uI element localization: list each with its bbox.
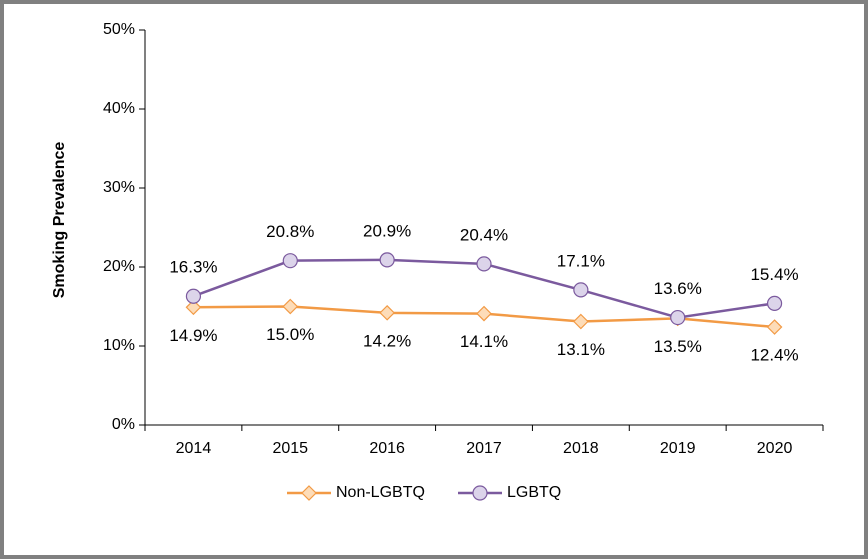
data-label: 20.4%: [460, 225, 508, 244]
y-tick-label: 10%: [103, 337, 135, 354]
data-label: 13.5%: [654, 337, 702, 356]
data-label: 20.8%: [266, 222, 314, 241]
data-label: 14.1%: [460, 332, 508, 351]
y-tick-label: 20%: [103, 258, 135, 275]
legend-marker: [301, 485, 317, 501]
legend-label: Non-LGBTQ: [336, 484, 425, 501]
x-tick-label: 2018: [563, 440, 599, 457]
marker: [282, 298, 299, 315]
data-label: 14.9%: [169, 326, 217, 345]
marker: [573, 282, 589, 298]
data-label: 17.1%: [557, 251, 605, 270]
data-label: 13.1%: [557, 340, 605, 359]
marker: [670, 309, 686, 326]
data-label: 13.6%: [654, 279, 702, 298]
data-label: 15.0%: [266, 325, 314, 344]
data-label: 14.2%: [363, 331, 411, 350]
legend-label: LGBTQ: [507, 484, 561, 501]
x-tick-label: 2020: [757, 440, 793, 457]
marker: [185, 299, 202, 316]
marker: [573, 313, 589, 330]
y-tick-label: 0%: [112, 416, 135, 433]
marker: [379, 252, 395, 268]
marker: [476, 256, 492, 272]
marker: [476, 305, 492, 322]
marker: [379, 304, 395, 321]
marker: [766, 295, 783, 311]
legend-marker: [472, 485, 488, 501]
marker: [282, 253, 298, 269]
data-label: 20.9%: [363, 221, 411, 240]
y-tick-label: 30%: [103, 179, 135, 196]
y-tick-label: 40%: [103, 100, 135, 117]
y-tick-label: 50%: [103, 21, 135, 38]
x-tick-label: 2019: [660, 440, 696, 457]
data-label: 16.3%: [169, 258, 217, 277]
marker: [766, 319, 783, 335]
y-axis-title: Smoking Prevalence: [51, 142, 68, 299]
data-label: 15.4%: [750, 265, 798, 284]
x-tick-label: 2014: [176, 440, 212, 457]
data-label: 12.4%: [750, 346, 798, 365]
x-tick-label: 2016: [369, 440, 405, 457]
marker: [185, 288, 202, 304]
x-tick-label: 2015: [272, 440, 308, 457]
x-tick-label: 2017: [466, 440, 502, 457]
